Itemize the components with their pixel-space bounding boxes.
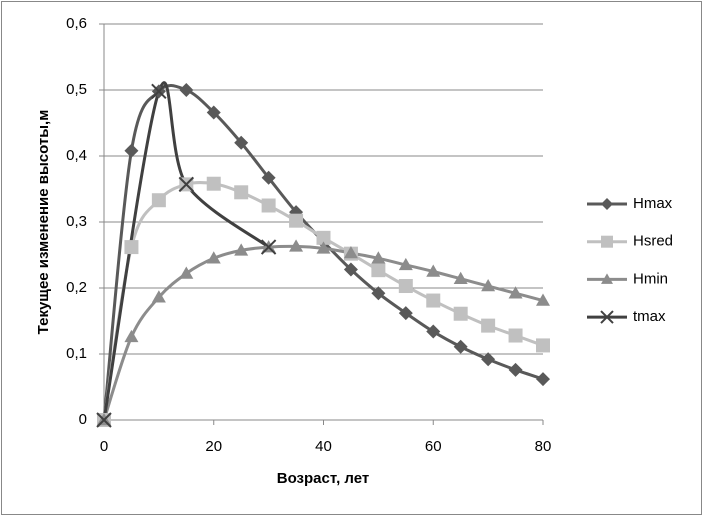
- marker: [206, 105, 221, 120]
- marker: [536, 293, 550, 306]
- marker: [453, 271, 468, 285]
- marker: [124, 240, 139, 255]
- legend-label: Hmin: [633, 270, 668, 287]
- marker: [426, 324, 441, 339]
- marker: [179, 83, 194, 97]
- marker: [343, 262, 358, 277]
- marker: [426, 264, 441, 277]
- legend-marker: [601, 198, 613, 210]
- marker: [343, 246, 358, 259]
- legend-label: tmax: [633, 308, 666, 325]
- marker: [508, 286, 523, 299]
- marker: [151, 83, 167, 100]
- legend-marker: [601, 273, 613, 284]
- marker: [481, 352, 496, 367]
- marker: [371, 286, 386, 301]
- marker: [178, 176, 195, 193]
- marker: [206, 251, 221, 264]
- marker: [536, 372, 550, 387]
- legend-marker: [601, 235, 613, 248]
- marker: [426, 293, 441, 308]
- marker: [124, 143, 139, 158]
- marker: [151, 193, 166, 208]
- marker: [371, 251, 386, 264]
- marker: [179, 266, 194, 279]
- marker: [481, 318, 496, 333]
- marker: [234, 135, 249, 150]
- marker: [151, 290, 166, 303]
- x-tick-label: 0: [100, 438, 108, 455]
- x-tick-label: 20: [205, 438, 222, 455]
- marker: [206, 176, 221, 191]
- marker: [508, 328, 523, 343]
- marker: [261, 198, 276, 213]
- marker: [398, 279, 413, 294]
- marker: [289, 239, 304, 252]
- y-tick-label: 0,3: [66, 213, 87, 230]
- marker: [316, 241, 331, 254]
- legend-label: Hsred: [633, 233, 673, 250]
- y-tick-label: 0: [79, 411, 87, 428]
- x-tick-label: 40: [315, 438, 332, 455]
- x-tick-label: 60: [425, 438, 442, 455]
- x-tick-label: 80: [535, 438, 552, 455]
- marker: [536, 338, 550, 353]
- marker: [453, 339, 468, 354]
- marker: [261, 170, 276, 185]
- y-tick-label: 0,6: [66, 15, 87, 32]
- legend-marker: [600, 310, 614, 324]
- marker: [316, 230, 331, 245]
- marker: [481, 279, 496, 292]
- marker: [508, 362, 523, 377]
- legend-label: Hmax: [633, 195, 673, 212]
- marker: [124, 329, 139, 343]
- marker: [371, 263, 386, 278]
- y-tick-label: 0,4: [66, 147, 87, 164]
- marker: [234, 185, 249, 200]
- marker: [398, 257, 413, 271]
- y-tick-label: 0,5: [66, 81, 87, 98]
- marker: [96, 412, 112, 428]
- series-line: [102, 81, 270, 421]
- marker: [234, 243, 249, 256]
- y-tick-label: 0,2: [66, 279, 87, 296]
- marker: [289, 213, 304, 228]
- marker: [453, 306, 468, 321]
- y-axis-label: Текущее изменение высоты,м: [35, 110, 52, 335]
- marker: [398, 306, 413, 321]
- x-axis-label: Возраст, лет: [277, 470, 369, 487]
- marker: [260, 239, 277, 255]
- y-tick-label: 0,1: [66, 345, 87, 362]
